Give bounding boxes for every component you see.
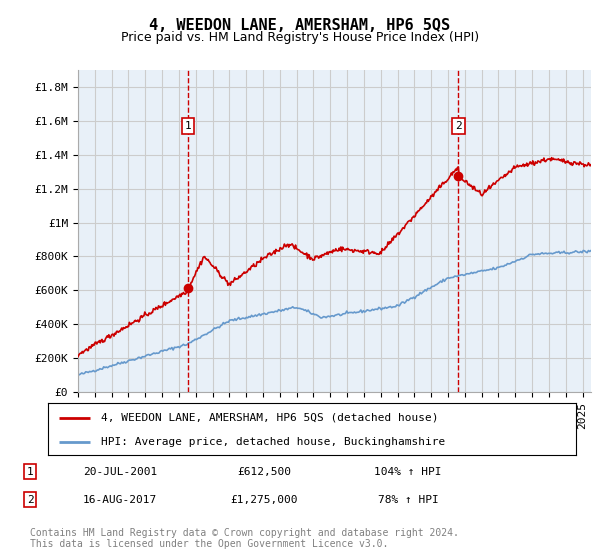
Text: 4, WEEDON LANE, AMERSHAM, HP6 5QS (detached house): 4, WEEDON LANE, AMERSHAM, HP6 5QS (detac… [101, 413, 438, 423]
Text: 2: 2 [26, 494, 34, 505]
Text: 16-AUG-2017: 16-AUG-2017 [83, 494, 157, 505]
Text: £1,275,000: £1,275,000 [230, 494, 298, 505]
Text: 20-JUL-2001: 20-JUL-2001 [83, 466, 157, 477]
Text: 4, WEEDON LANE, AMERSHAM, HP6 5QS: 4, WEEDON LANE, AMERSHAM, HP6 5QS [149, 18, 451, 33]
Text: HPI: Average price, detached house, Buckinghamshire: HPI: Average price, detached house, Buck… [101, 437, 445, 447]
Text: £612,500: £612,500 [237, 466, 291, 477]
Text: 2: 2 [455, 121, 462, 131]
Text: Price paid vs. HM Land Registry's House Price Index (HPI): Price paid vs. HM Land Registry's House … [121, 31, 479, 44]
Text: Contains HM Land Registry data © Crown copyright and database right 2024.
This d: Contains HM Land Registry data © Crown c… [30, 528, 459, 549]
Text: 1: 1 [185, 121, 191, 131]
Text: 1: 1 [26, 466, 34, 477]
Text: 78% ↑ HPI: 78% ↑ HPI [377, 494, 439, 505]
Text: 104% ↑ HPI: 104% ↑ HPI [374, 466, 442, 477]
